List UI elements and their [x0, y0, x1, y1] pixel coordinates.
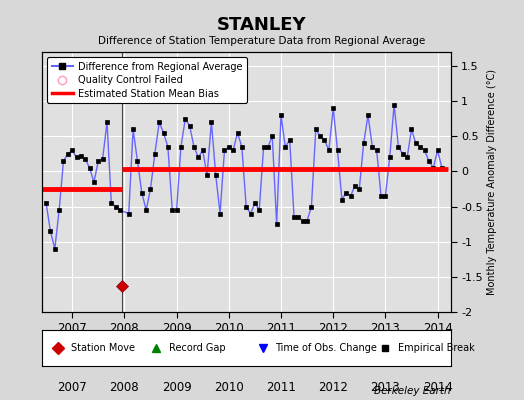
- Text: STANLEY: STANLEY: [217, 16, 307, 34]
- Y-axis label: Monthly Temperature Anomaly Difference (°C): Monthly Temperature Anomaly Difference (…: [487, 69, 497, 295]
- Text: 2014: 2014: [423, 381, 453, 394]
- Text: Empirical Break: Empirical Break: [398, 343, 474, 353]
- Text: Time of Obs. Change: Time of Obs. Change: [275, 343, 377, 353]
- Text: Record Gap: Record Gap: [169, 343, 225, 353]
- Text: 2012: 2012: [318, 381, 348, 394]
- Text: 2009: 2009: [162, 381, 191, 394]
- Text: 2007: 2007: [57, 381, 87, 394]
- Legend: Difference from Regional Average, Quality Control Failed, Estimated Station Mean: Difference from Regional Average, Qualit…: [47, 57, 247, 103]
- Text: Berkeley Earth: Berkeley Earth: [374, 386, 451, 396]
- Text: 2010: 2010: [214, 381, 244, 394]
- Text: 2013: 2013: [370, 381, 400, 394]
- Text: 2011: 2011: [266, 381, 296, 394]
- Text: 2008: 2008: [110, 381, 139, 394]
- Text: Difference of Station Temperature Data from Regional Average: Difference of Station Temperature Data f…: [99, 36, 425, 46]
- Text: Station Move: Station Move: [71, 343, 135, 353]
